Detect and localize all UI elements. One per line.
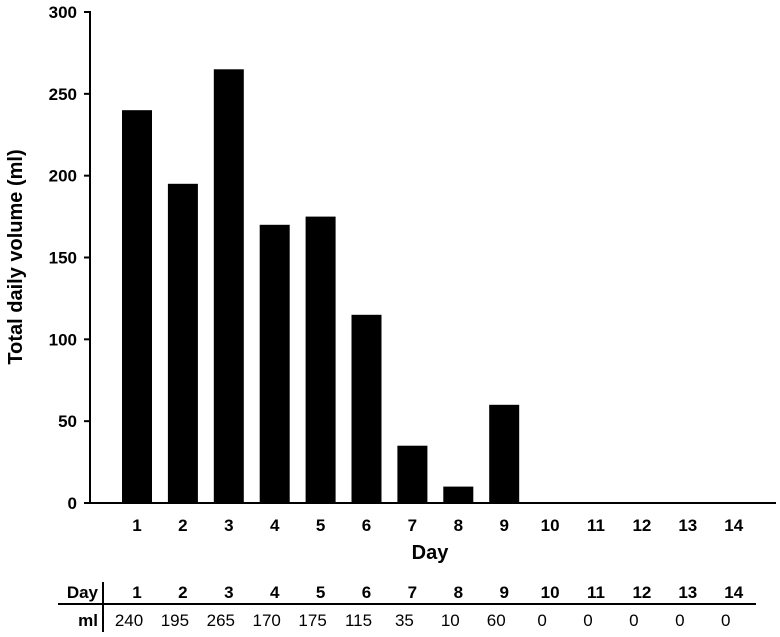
table-day-cell: 7 bbox=[408, 583, 417, 602]
y-tick-label: 50 bbox=[58, 412, 77, 431]
bars-group bbox=[122, 69, 520, 504]
table-day-cell: 12 bbox=[632, 583, 651, 602]
table-ml-cell: 175 bbox=[298, 611, 326, 630]
table-day-cell: 2 bbox=[178, 583, 187, 602]
x-tick-label: 12 bbox=[632, 516, 651, 535]
table-day-cell: 4 bbox=[270, 583, 280, 602]
table-ml-cell: 35 bbox=[395, 611, 414, 630]
table-row-header-day: Day bbox=[67, 583, 99, 602]
bar-day-2 bbox=[167, 183, 198, 504]
table-ml-cell: 0 bbox=[721, 611, 730, 630]
y-tick-label: 150 bbox=[49, 249, 77, 268]
x-tick-label: 4 bbox=[270, 516, 280, 535]
table-ml-cell: 0 bbox=[675, 611, 684, 630]
table-day-cell: 11 bbox=[587, 583, 605, 602]
x-tick-label: 5 bbox=[316, 516, 325, 535]
x-axis-title: Day bbox=[412, 542, 450, 564]
x-tick-label: 6 bbox=[362, 516, 371, 535]
table-ml-cell: 60 bbox=[487, 611, 506, 630]
bar-day-5 bbox=[305, 216, 336, 503]
data-table: Day ml 1 2 3 4 5 6 7 8 9 10 11 12 13 14 240 195 265 170 1… bbox=[58, 582, 756, 632]
table-ml-cell: 195 bbox=[161, 611, 189, 630]
table-day-cell: 8 bbox=[454, 583, 463, 602]
x-tick-label: 2 bbox=[178, 516, 187, 535]
table-ml-cell: 265 bbox=[207, 611, 235, 630]
table-day-cell: 6 bbox=[362, 583, 371, 602]
table-day-cells: 1 2 3 4 5 6 7 8 9 10 11 12 13 14 bbox=[132, 583, 743, 602]
table-ml-cell: 0 bbox=[583, 611, 592, 630]
table-day-cell: 5 bbox=[316, 583, 325, 602]
y-tick-label: 250 bbox=[49, 85, 77, 104]
x-tick-label: 8 bbox=[454, 516, 463, 535]
y-axis: 0 50 100 150 200 250 300 bbox=[49, 3, 91, 513]
table-ml-cell: 10 bbox=[441, 611, 460, 630]
x-tick-label: 10 bbox=[541, 516, 560, 535]
table-day-cell: 10 bbox=[541, 583, 560, 602]
table-day-cell: 9 bbox=[499, 583, 508, 602]
bar-day-7 bbox=[397, 445, 428, 503]
table-row-header-ml: ml bbox=[78, 611, 98, 630]
y-tick-label: 0 bbox=[68, 494, 77, 513]
x-tick-label: 9 bbox=[499, 516, 508, 535]
bar-day-3 bbox=[213, 69, 244, 504]
table-ml-cell: 0 bbox=[537, 611, 546, 630]
table-day-cell: 13 bbox=[678, 583, 697, 602]
bar-day-8 bbox=[443, 486, 474, 503]
table-day-cell: 14 bbox=[724, 583, 743, 602]
x-tick-label: 7 bbox=[408, 516, 417, 535]
table-ml-cell: 170 bbox=[253, 611, 281, 630]
x-tick-label: 14 bbox=[724, 516, 743, 535]
bar-day-4 bbox=[259, 224, 290, 504]
x-tick-label: 13 bbox=[678, 516, 697, 535]
x-tick-label: 1 bbox=[132, 516, 141, 535]
y-tick-label: 300 bbox=[49, 3, 77, 22]
y-axis-title: Total daily volume (ml) bbox=[5, 149, 27, 364]
table-ml-cells: 240 195 265 170 175 115 35 10 60 0 0 0 0 0 bbox=[115, 611, 731, 630]
table-ml-cell: 115 bbox=[345, 611, 372, 630]
x-axis: 1 2 3 4 5 6 7 8 9 10 11 12 13 14 bbox=[90, 502, 776, 535]
y-tick-label: 200 bbox=[49, 167, 77, 186]
table-day-cell: 1 bbox=[132, 583, 141, 602]
bar-day-1 bbox=[122, 110, 152, 503]
table-ml-cell: 240 bbox=[115, 611, 143, 630]
table-ml-cell: 0 bbox=[629, 611, 638, 630]
x-tick-label: 3 bbox=[224, 516, 233, 535]
x-tick-label: 11 bbox=[587, 516, 605, 535]
table-day-cell: 3 bbox=[224, 583, 233, 602]
y-tick-label: 100 bbox=[49, 330, 77, 349]
bar-day-9 bbox=[489, 404, 520, 503]
bar-day-6 bbox=[351, 314, 382, 503]
